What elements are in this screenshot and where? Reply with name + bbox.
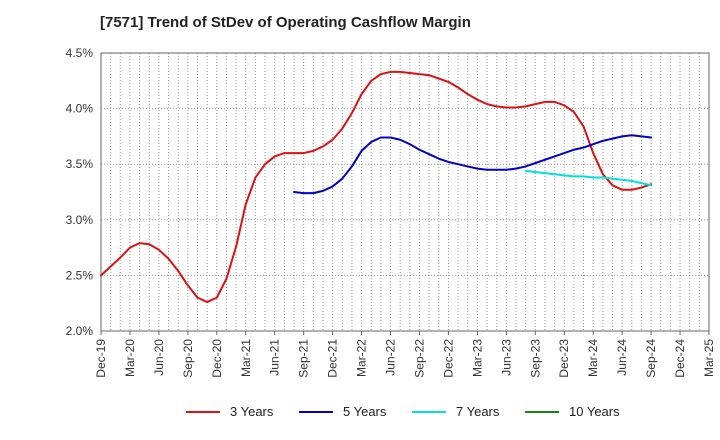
legend-swatch (186, 410, 220, 413)
x-tick-label: Dec-23 (557, 339, 571, 378)
y-tick-label: 3.5% (66, 157, 94, 171)
legend-swatch (299, 410, 333, 413)
legend-item: 3 Years (186, 404, 273, 419)
x-tick-label: Jun-23 (499, 339, 513, 376)
x-tick-label: Dec-21 (326, 339, 340, 378)
x-tick-label: Jun-22 (384, 339, 398, 376)
series-line-3-years (100, 70, 653, 304)
x-tick-label: Mar-23 (470, 339, 484, 377)
y-tick-label: 4.5% (66, 46, 94, 60)
plot-frame (100, 52, 710, 332)
x-tick-label: Jun-21 (268, 339, 282, 376)
chart-plot: 2.0% 2.5% 3.0% 3.5% 4.0% 4.5% Dec-19 Mar-20 Jun-… (66, 46, 716, 378)
legend-item: 5 Years (299, 404, 386, 419)
x-tick-label: Mar-24 (586, 339, 600, 377)
x-tick-label: Sep-23 (528, 339, 542, 378)
series-line-5-years (293, 134, 653, 195)
legend-label: 7 Years (456, 404, 500, 419)
legend-swatch (525, 410, 559, 413)
x-tick-label: Sep-22 (412, 339, 426, 378)
x-tick-label: Jun-20 (152, 339, 166, 376)
y-tick-label: 3.0% (66, 213, 94, 227)
x-tick-label: Dec-24 (673, 339, 687, 378)
legend-swatch (412, 410, 446, 413)
x-tick-label: Mar-22 (355, 339, 369, 377)
chart-title: [7571] Trend of StDev of Operating Cashf… (100, 14, 471, 31)
x-tick-label: Dec-19 (94, 339, 108, 378)
chart-legend: 3 Years 5 Years 7 Years 10 Years (0, 404, 720, 426)
x-tick-label: Sep-21 (297, 339, 311, 378)
y-tick-label: 2.5% (66, 268, 94, 282)
x-tick-label: Dec-22 (441, 339, 455, 378)
legend-item: 10 Years (525, 404, 620, 419)
x-tick-label: Jun-24 (615, 339, 629, 376)
series-line-7-years (524, 169, 653, 187)
legend-label: 5 Years (343, 404, 387, 419)
x-tick-label: Mar-21 (239, 339, 253, 377)
y-tick-label: 4.0% (66, 102, 94, 116)
x-tick-label: Dec-20 (210, 339, 224, 378)
legend-item: 7 Years (412, 404, 499, 419)
legend-label: 3 Years (230, 404, 274, 419)
x-tick-label: Mar-20 (123, 339, 137, 377)
y-tick-label: 2.0% (66, 324, 94, 338)
x-tick-label: Sep-20 (181, 339, 195, 378)
x-tick-label: Sep-24 (644, 339, 658, 378)
legend-label: 10 Years (569, 404, 620, 419)
x-tick-label: Mar-25 (702, 339, 716, 377)
